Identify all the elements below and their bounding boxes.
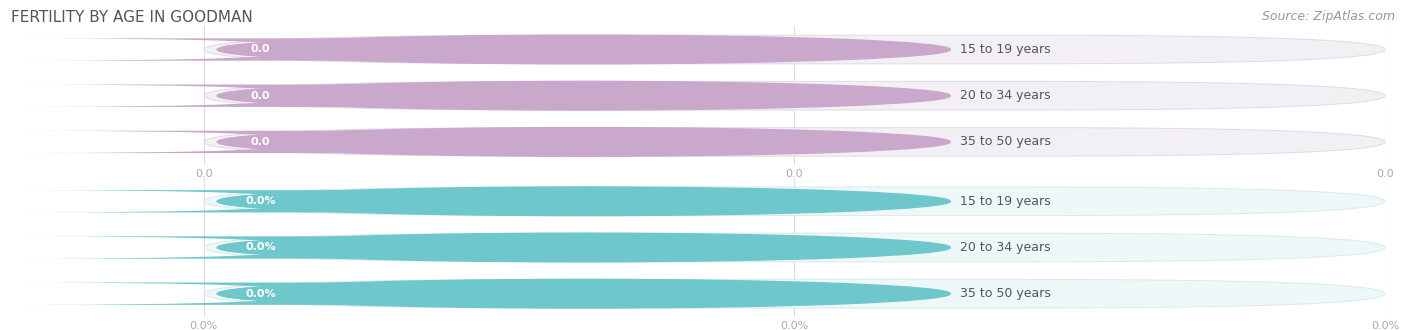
Text: 35 to 50 years: 35 to 50 years — [960, 287, 1050, 300]
Circle shape — [218, 187, 950, 215]
Text: 0.0: 0.0 — [250, 137, 270, 147]
FancyBboxPatch shape — [20, 282, 502, 305]
Circle shape — [218, 35, 950, 64]
Circle shape — [218, 128, 950, 156]
FancyBboxPatch shape — [20, 38, 502, 61]
Text: 15 to 19 years: 15 to 19 years — [960, 43, 1050, 56]
FancyBboxPatch shape — [204, 35, 1385, 64]
FancyBboxPatch shape — [20, 84, 502, 107]
Text: 20 to 34 years: 20 to 34 years — [960, 241, 1050, 254]
Text: 0.0%: 0.0% — [245, 243, 276, 252]
FancyBboxPatch shape — [20, 190, 502, 213]
FancyBboxPatch shape — [20, 131, 502, 153]
Text: 0.0%: 0.0% — [245, 289, 276, 299]
Circle shape — [218, 82, 950, 110]
Text: 0.0%: 0.0% — [245, 196, 276, 206]
FancyBboxPatch shape — [204, 82, 1385, 110]
Text: 0.0: 0.0 — [250, 91, 270, 101]
Text: 20 to 34 years: 20 to 34 years — [960, 89, 1050, 102]
Circle shape — [218, 280, 950, 308]
Text: 0.0: 0.0 — [250, 45, 270, 54]
FancyBboxPatch shape — [204, 187, 1385, 215]
Text: 15 to 19 years: 15 to 19 years — [960, 195, 1050, 208]
FancyBboxPatch shape — [204, 128, 1385, 156]
FancyBboxPatch shape — [204, 280, 1385, 308]
FancyBboxPatch shape — [20, 236, 502, 259]
Circle shape — [218, 233, 950, 262]
Text: 35 to 50 years: 35 to 50 years — [960, 135, 1050, 148]
Text: FERTILITY BY AGE IN GOODMAN: FERTILITY BY AGE IN GOODMAN — [11, 10, 253, 25]
Text: Source: ZipAtlas.com: Source: ZipAtlas.com — [1261, 10, 1395, 23]
FancyBboxPatch shape — [204, 233, 1385, 262]
